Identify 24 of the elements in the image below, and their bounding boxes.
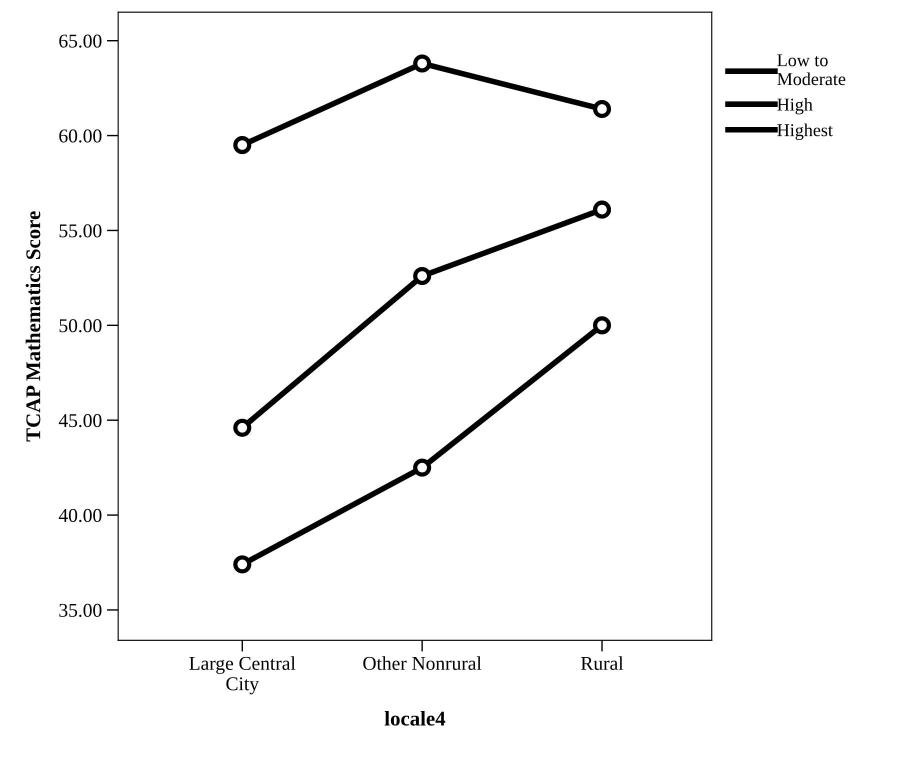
x-tick-label: Other Nonrural	[363, 656, 482, 670]
point	[413, 54, 432, 72]
y-tick-label: 40.00	[58, 508, 102, 522]
y-tick-label: 65.00	[59, 34, 102, 48]
legend-label: High	[777, 98, 813, 114]
y-tick-label: 60.00	[59, 129, 102, 143]
point	[413, 458, 432, 477]
x-tick-label: Rural	[580, 656, 624, 670]
legend-label: Highest	[777, 124, 833, 140]
point	[413, 266, 432, 286]
x-tick-label: Large Central City	[189, 656, 296, 694]
y-tick-label: 50.00	[60, 319, 102, 332]
point	[592, 200, 612, 219]
y-tick-label: 35.00	[59, 604, 102, 617]
point	[233, 555, 252, 574]
y-tick-label: 45.00	[58, 414, 102, 428]
legend-label: Low to Moderate	[777, 54, 846, 86]
point	[233, 136, 252, 154]
y-axis-title: TCAP Mathematics Score	[26, 211, 40, 442]
x-axis-title: locale4	[384, 711, 446, 726]
point	[592, 316, 612, 334]
y-tick-label: 55.00	[60, 224, 102, 238]
point	[233, 418, 252, 437]
point	[592, 100, 612, 118]
